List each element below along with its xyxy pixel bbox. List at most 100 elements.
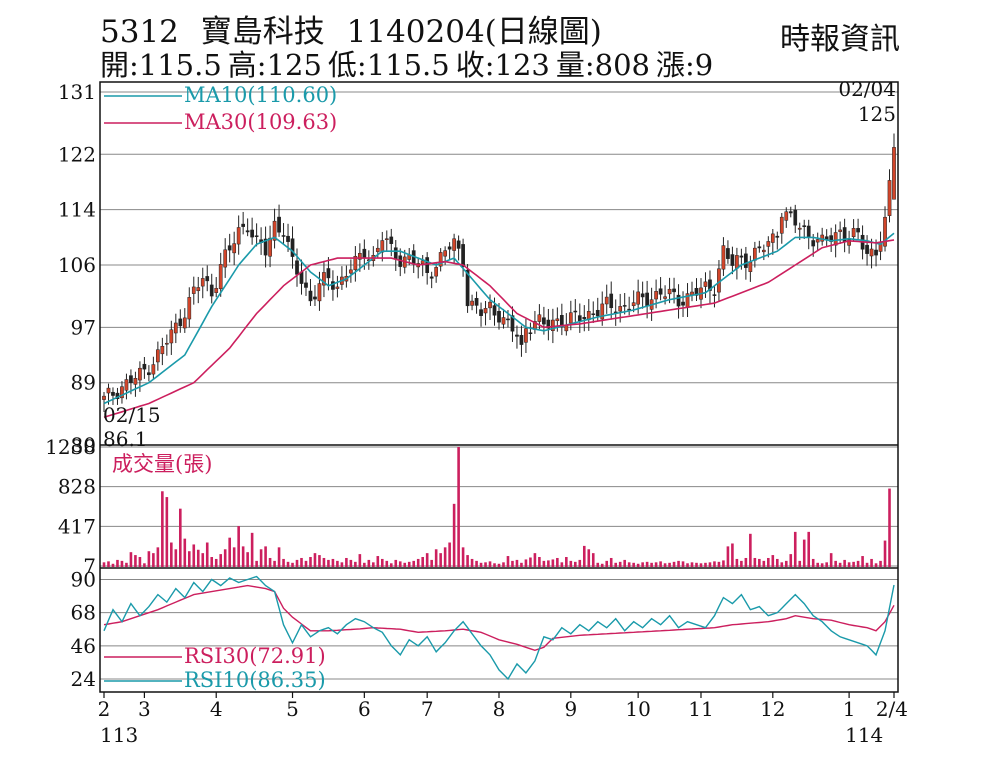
volume-bar [529,557,532,567]
ohlc-item: 開:115.5 [100,48,222,82]
candle-body [281,235,286,237]
ma30-line [103,239,895,419]
volume-bar [511,560,514,567]
candle-body [609,293,614,309]
candle-body [766,241,771,247]
candle-body [744,253,748,268]
volume-bar [708,562,712,567]
volume-bar [614,562,618,567]
y-tick-label: 828 [58,475,96,499]
y-tick-label: 97 [71,315,96,339]
candle-body [519,335,524,345]
candle-body [654,291,658,300]
volume-bar [609,557,613,567]
candle-body [335,286,340,289]
y-tick-label: 24 [71,667,96,691]
volume-bar [811,558,815,567]
volume-bar [264,546,267,567]
candle-body [528,332,533,334]
x-tick-label: 2/4 [876,697,908,721]
volume-bar [161,491,164,567]
candle-body [667,288,672,295]
volume-bar [107,561,110,567]
volume-bar [214,558,218,567]
volume-bar [434,549,438,567]
candle-body [178,318,183,327]
volume-bar [820,563,824,567]
volume-bar [192,544,196,567]
x-tick-label: 6 [358,697,371,721]
chart-date-label: 1140204(日線圖) [346,14,602,50]
candle-body [429,276,434,279]
candle-body [488,301,492,309]
candle-body [604,296,609,305]
candle-body [573,310,578,313]
candle-body [681,301,685,306]
volume-bar [798,560,802,567]
candle-body [784,211,789,221]
candle-body [102,395,106,400]
candle-body [658,288,663,295]
low-value-label: 86.1 [103,427,148,451]
candle-body [245,230,250,233]
x-tick-label: 8 [493,697,506,721]
candle-body [537,314,542,322]
candle-body [802,225,807,227]
y-tick-label: 1238 [45,435,96,459]
volume-bar [758,558,761,567]
candle-body [672,288,676,293]
candle-body [465,269,470,307]
candle-body [793,209,798,226]
y-tick-label: 131 [58,80,96,104]
volume-bar [578,559,582,567]
candle-body [883,216,887,247]
ohlc-item: 漲:9 [655,48,714,82]
high-value-label: 125 [858,102,896,126]
volume-bar [547,560,550,567]
volume-bar [196,549,200,567]
candle-body [479,309,483,316]
candle-body [748,262,753,272]
volume-bar [569,560,573,567]
volume-bar [268,557,272,567]
volume-bar [605,560,609,567]
volume-bar [187,551,191,567]
candle-body [164,342,169,345]
volume-bar [668,562,671,567]
volume-bar [228,537,231,567]
x-tick-label: 1 [843,697,856,721]
volume-bar [116,559,119,567]
candle-body [645,292,649,307]
volume-bar [232,547,236,567]
candle-body [546,319,551,329]
volume-bar [704,562,707,567]
candle-body [838,229,842,232]
volume-bar [255,560,258,567]
volume-bar [627,562,631,567]
legend-label: RSI30(72.91) [184,644,326,668]
candle-body [510,315,515,332]
volume-bar [223,549,227,567]
volume-bar [300,557,303,567]
candle-body [622,305,627,307]
volume-bar [138,557,142,567]
candle-body [631,302,636,307]
volume-bar [336,560,339,567]
candle-body [120,386,124,399]
volume-bar [560,562,564,567]
candle-body [726,248,730,259]
y-tick-label: 7 [83,554,96,578]
candle-body [815,239,820,243]
candle-body [200,278,205,287]
volume-title: 成交量(張) [112,452,212,476]
candle-body [515,334,519,337]
volume-bar [834,560,837,567]
candle-body [577,315,582,322]
volume-bar [623,559,626,567]
candle-body [708,279,712,291]
volume-bar [291,562,294,567]
candle-body [856,228,860,233]
volume-bar [170,542,173,567]
candle-body [214,288,219,293]
candle-body [263,238,268,256]
